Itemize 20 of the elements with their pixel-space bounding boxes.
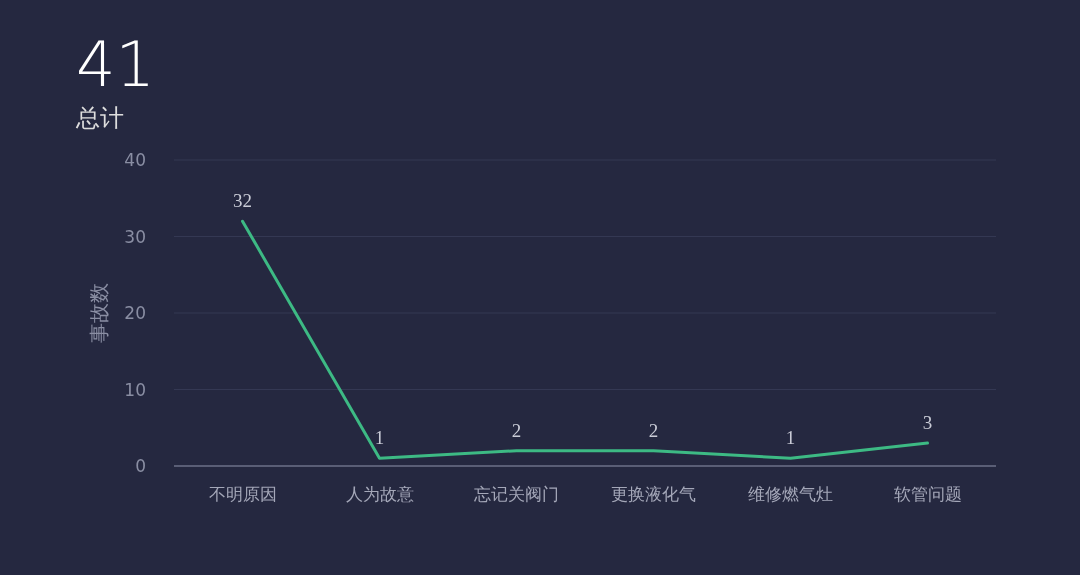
y-tick-label: 10 — [124, 379, 146, 400]
y-tick-label: 30 — [124, 226, 146, 247]
y-axis-title: 事故数 — [87, 283, 111, 343]
data-label: 1 — [785, 427, 796, 449]
data-label: 2 — [648, 419, 659, 441]
y-tick-label: 40 — [124, 150, 146, 170]
data-label: 32 — [233, 190, 252, 212]
x-tick-label: 软管问题 — [893, 484, 962, 504]
x-tick-label: 维修燃气灶 — [748, 484, 833, 504]
x-tick-label: 更换液化气 — [611, 484, 696, 504]
data-label: 3 — [922, 412, 933, 434]
x-tick-label: 忘记关阀门 — [474, 484, 559, 504]
data-label: 1 — [374, 427, 385, 449]
y-tick-label: 0 — [135, 456, 146, 476]
data-label: 2 — [511, 419, 522, 441]
y-tick-label: 20 — [124, 303, 146, 323]
chart-title: 41 — [76, 28, 155, 101]
x-tick-label: 人为故意 — [345, 484, 414, 504]
x-tick-label: 不明原因 — [208, 484, 277, 504]
chart-subtitle: 总计 — [75, 104, 124, 132]
